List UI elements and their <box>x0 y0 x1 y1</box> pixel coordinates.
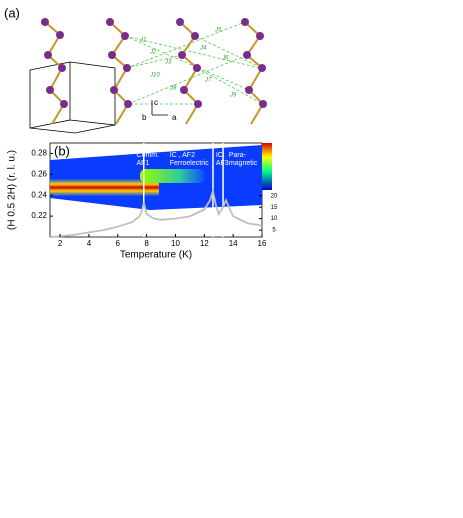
x-tick-label: 8 <box>144 239 149 248</box>
exchange-label: J6 <box>221 56 229 62</box>
axis-c: c <box>154 98 158 107</box>
region-label: AF3 <box>216 160 229 167</box>
x-tick-label: 4 <box>87 239 92 248</box>
x-tick-label: 16 <box>258 239 267 248</box>
heatmap-band-af2 <box>140 169 205 183</box>
x-tick-label: 14 <box>229 239 238 248</box>
y-tick-label: 0.24 <box>31 190 47 199</box>
region-label: Ferroelectric <box>170 160 209 167</box>
region-label: Para- <box>229 152 247 159</box>
exchange-label: J8 <box>169 86 177 92</box>
axis-b: b <box>142 113 147 122</box>
x-tick-label: 2 <box>58 239 63 248</box>
exchange-label: J10 <box>149 73 160 79</box>
region-label: IC <box>216 152 223 159</box>
exchange-label: J4 <box>199 46 207 52</box>
region-label: IC , AF2 <box>170 152 195 159</box>
heatmap-band-af1 <box>50 179 159 196</box>
axes-arrows <box>151 100 168 116</box>
exchange-label: J7 <box>204 78 212 84</box>
colorbar <box>262 143 272 190</box>
region-label: AF1 <box>137 160 150 167</box>
panel-label: (b) <box>54 143 70 158</box>
exchange-label: J9 <box>229 93 237 99</box>
axis-a: a <box>172 113 177 122</box>
y2-tick-label: 10 <box>271 216 278 222</box>
x-tick-label: 10 <box>171 239 180 248</box>
unit-cell <box>29 61 116 134</box>
x-tick-label: 6 <box>116 239 121 248</box>
x-tick-label: 12 <box>200 239 209 248</box>
y2-tick-label: 15 <box>271 205 278 211</box>
y2-tick-label: 20 <box>271 193 278 199</box>
x-axis-label: Temperature (K) <box>120 250 192 261</box>
exchange-label: J3 <box>164 60 172 66</box>
y-axis-label: (H 0.5 2H) (r. l. u.) <box>7 150 18 230</box>
region-label: Comm. <box>137 152 160 159</box>
region-label: magnetic <box>229 160 258 167</box>
intensity-line <box>49 187 263 238</box>
y2-tick-label: 5 <box>272 228 276 234</box>
exchange-paths <box>124 21 264 105</box>
exchange-label: J1 <box>139 38 146 44</box>
exchange-label: J5 <box>214 28 222 34</box>
y-tick-label: 0.26 <box>31 169 47 178</box>
y-tick-label: 0.28 <box>31 149 47 158</box>
panel-label: (a) <box>4 5 20 20</box>
exchange-label: J2 <box>149 50 157 56</box>
y-tick-label: 0.22 <box>31 211 47 220</box>
atoms <box>41 18 267 108</box>
